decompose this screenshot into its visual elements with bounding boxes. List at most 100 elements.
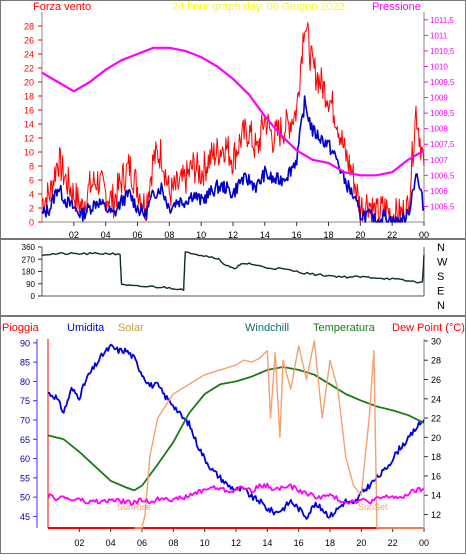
temp-x-tick-label: 10 [200, 538, 210, 548]
wind-x-tick-label: 16 [292, 230, 302, 240]
pressure-tick-label: 1006 [430, 187, 448, 196]
wind-x-tick-label: 08 [164, 230, 174, 240]
wind-series [41, 22, 425, 223]
humidity-tick-label: 70 [20, 416, 30, 426]
wind-y-tick-label: 8 [29, 162, 34, 172]
wind-y-tick-label: 20 [24, 78, 34, 88]
wind-left-label: Forza vento [33, 1, 91, 13]
wind-y-tick-label: 16 [24, 106, 34, 116]
direction-line [41, 251, 425, 291]
wind-x-tick-label: 20 [355, 230, 365, 240]
sunrise-label: SunRise [117, 502, 151, 512]
temp-x-tick-label: 20 [356, 538, 366, 548]
sunset-label: SunSet [358, 502, 388, 512]
wind-x-tick-label: 18 [323, 230, 333, 240]
wind-x-tick-label: 00 [419, 230, 429, 240]
pressure-tick-label: 1008 [430, 125, 448, 134]
wind-y-tick-label: 24 [24, 50, 34, 60]
temp-tick-label: 14 [431, 491, 441, 501]
direction-panel-frame [0, 239, 466, 316]
humidity-tick-label: 90 [20, 338, 30, 348]
pressure-tick-label: 1011 [430, 31, 448, 40]
temperature-line [47, 366, 425, 492]
temp-tick-label: 22 [431, 414, 441, 424]
pressure-tick-label: 1011,5 [430, 16, 454, 25]
temp-x-tick-label: 08 [168, 538, 178, 548]
temp-x-tick-label: 02 [74, 538, 84, 548]
pressure-tick-label: 1010 [430, 62, 448, 71]
pressure-tick-label: 1009 [430, 94, 448, 103]
pressure-tick-label: 1009,5 [430, 78, 455, 87]
direction-tick-label: 270 [22, 255, 36, 264]
compass-tick-label: W [437, 257, 448, 269]
compass-tick-label: E [437, 286, 444, 298]
solar-label: Solar [118, 322, 144, 334]
temp-x-tick-label: 16 [294, 538, 304, 548]
wind-y-tick-label: 18 [24, 92, 34, 102]
humidity-tick-label: 55 [20, 473, 30, 483]
rain-label: Pioggia [2, 322, 40, 334]
humidity-tick-label: 80 [20, 377, 30, 387]
temp-tick-label: 20 [431, 433, 441, 443]
humidity-tick-label: 65 [20, 435, 30, 445]
temp-tick-label: 30 [431, 336, 441, 346]
pressure-tick-label: 1010,5 [430, 47, 455, 56]
wind-y-tick-label: 4 [29, 190, 34, 200]
windchill-label: Windchill [245, 322, 289, 334]
compass-tick-label: S [437, 271, 444, 283]
temp-x-tick-label: 18 [325, 538, 335, 548]
direction-series [41, 251, 425, 291]
wind-y-tick-label: 22 [24, 64, 34, 74]
pressure-tick-label: 1008,5 [430, 109, 455, 118]
wind-x-tick-label: 14 [260, 230, 270, 240]
direction-tick-label: 0 [31, 292, 36, 301]
dewpoint-line [47, 482, 425, 506]
temp-x-tick-label: 14 [262, 538, 272, 548]
wind-y-tick-label: 2 [29, 204, 34, 214]
temp-x-tick-label: 04 [106, 538, 116, 548]
pressure-tick-label: 1007 [430, 156, 448, 165]
wind-x-tick-label: 02 [69, 230, 79, 240]
pressure-tick-label: 1006,5 [430, 171, 455, 180]
temp-tick-label: 24 [431, 394, 441, 404]
compass-tick-label: N [437, 300, 445, 312]
wind-x-ticks: 02 04 06 08 10 12 14 16 18 20 22 00 [69, 222, 429, 240]
direction-tick-label: 360 [22, 243, 36, 252]
humidity-tick-label: 75 [20, 396, 30, 406]
temp-tick-label: 12 [431, 510, 441, 520]
wind-avg-line [41, 95, 425, 223]
temp-y-ticks: 12 14 16 18 20 22 24 26 28 30 [424, 336, 441, 520]
temp-tick-label: 18 [431, 452, 441, 462]
humidity-y-ticks: 45 50 55 60 65 70 75 80 85 90 [20, 338, 37, 522]
temp-x-tick-label: 12 [231, 538, 241, 548]
compass-tick-label: N [437, 242, 445, 254]
direction-y-ticks: 0 90 180 270 360 [22, 243, 42, 301]
pressure-tick-label: 1007,5 [430, 140, 455, 149]
dewpoint-label: Dew Point (°C) [392, 322, 465, 334]
temp-x-tick-label: 00 [419, 538, 429, 548]
temp-tick-label: 26 [431, 375, 441, 385]
wind-y-tick-label: 14 [24, 120, 34, 130]
solar-line [134, 340, 424, 529]
wind-gust-line [41, 22, 425, 223]
temp-tick-label: 28 [431, 356, 441, 366]
wind-y-tick-label: 10 [24, 148, 34, 158]
pressure-line [41, 46, 425, 177]
temp-x-tick-label: 06 [137, 538, 147, 548]
temp-series [47, 340, 425, 529]
humidity-label: Umidita [67, 322, 105, 334]
temp-panel-frame [0, 316, 466, 554]
temp-x-tick-label: 22 [388, 538, 398, 548]
humidity-tick-label: 60 [20, 454, 30, 464]
wind-x-tick-label: 04 [101, 230, 111, 240]
wind-x-tick-label: 12 [228, 230, 238, 240]
humidity-tick-label: 45 [20, 512, 30, 522]
wind-y-tick-label: 0 [29, 218, 34, 228]
pressure-tick-label: 1005,5 [430, 202, 455, 211]
wind-y-tick-label: 26 [24, 36, 34, 46]
pressure-y-ticks: 1005,5 1006 1006,5 1007 1007,5 1008 1008,5 1009… [424, 16, 455, 211]
